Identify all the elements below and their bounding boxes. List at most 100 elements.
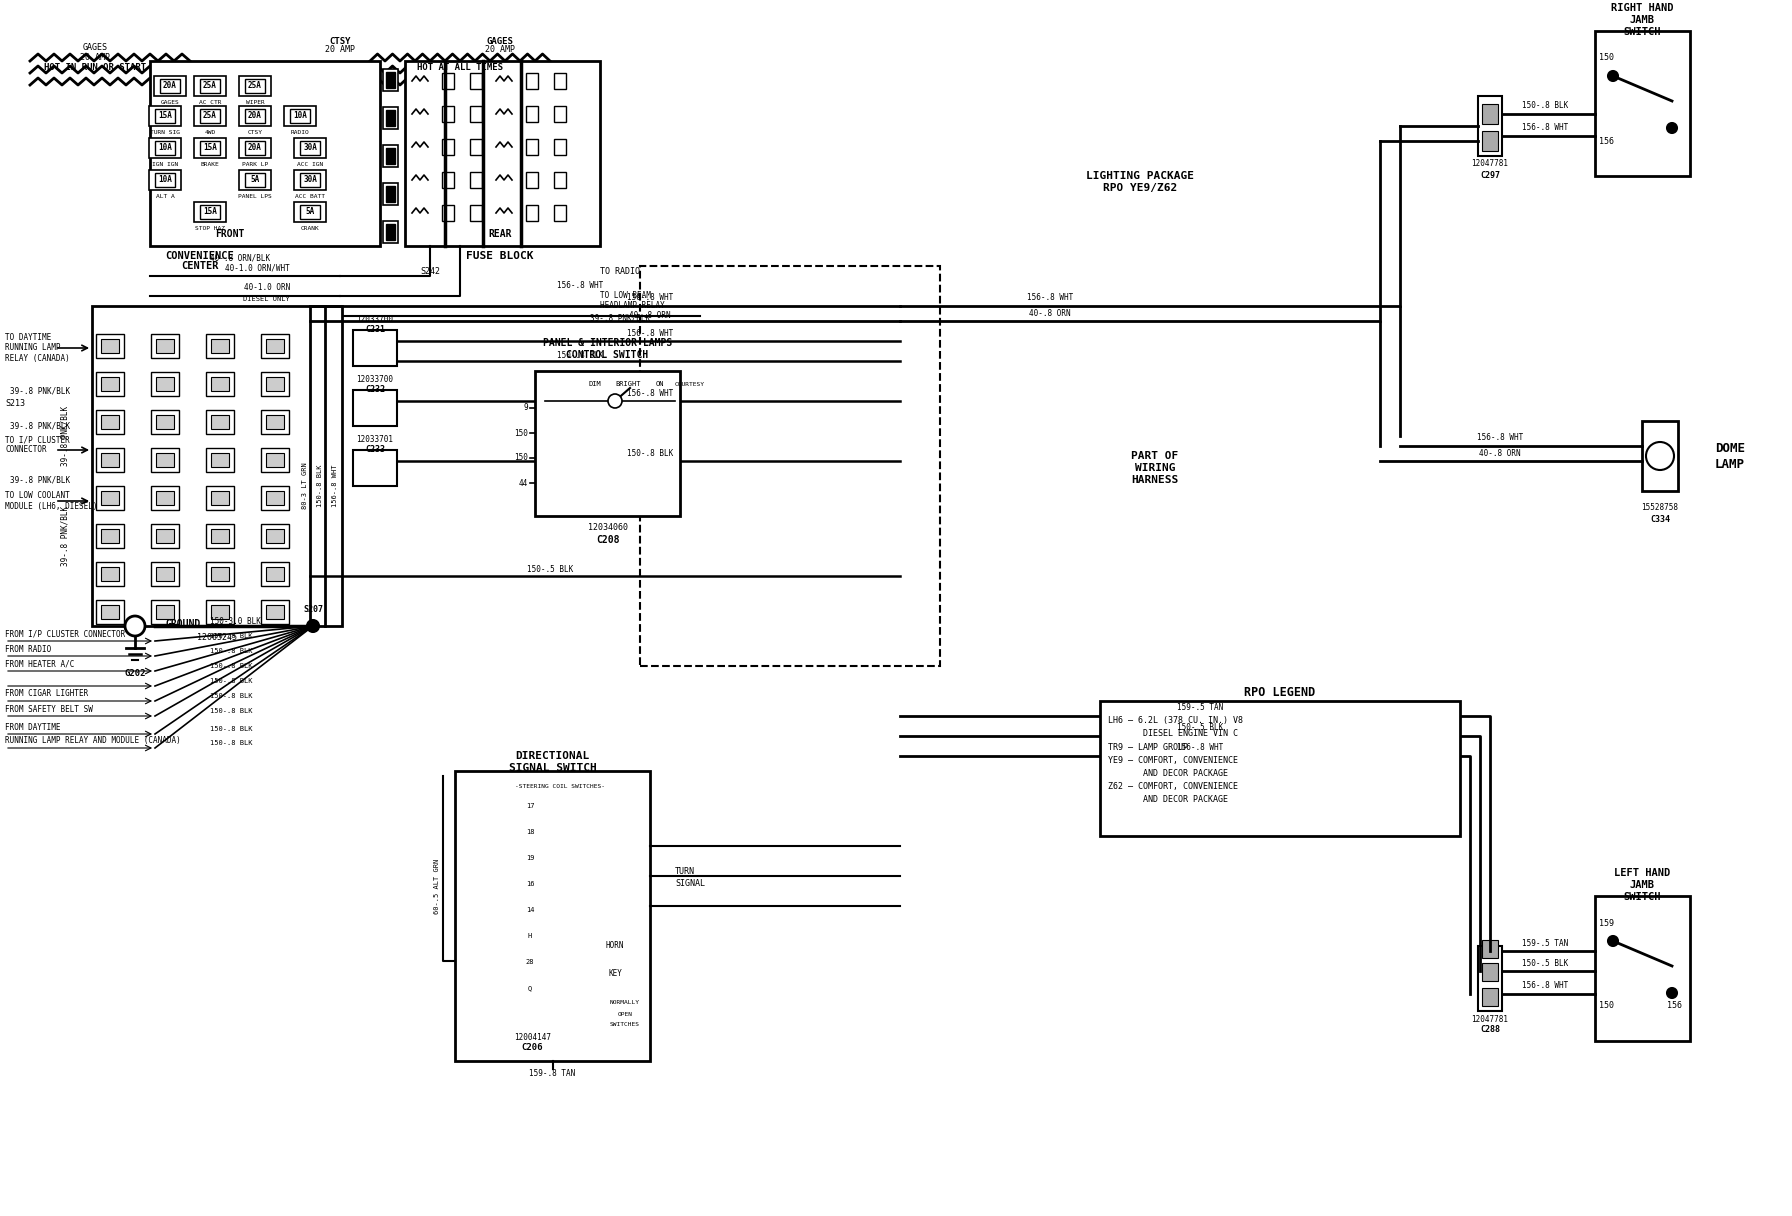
Text: 150-.5 BLK: 150-.5 BLK xyxy=(527,564,573,574)
Bar xyxy=(554,206,566,221)
Bar xyxy=(1482,987,1498,1006)
Bar xyxy=(211,415,229,429)
Bar xyxy=(246,173,265,187)
Text: 28: 28 xyxy=(525,959,534,966)
Bar xyxy=(443,73,453,89)
Bar xyxy=(206,486,235,510)
Bar xyxy=(206,599,235,624)
Bar xyxy=(151,486,179,510)
Bar xyxy=(211,339,229,353)
Text: 44: 44 xyxy=(518,479,529,488)
Text: 39-.8 PNK/BLK: 39-.8 PNK/BLK xyxy=(61,406,70,466)
Text: ON: ON xyxy=(656,381,665,387)
Text: 16: 16 xyxy=(525,882,534,886)
Bar xyxy=(383,145,398,167)
Text: 156-.8 WHT: 156-.8 WHT xyxy=(1177,743,1224,753)
Text: 20 AMP: 20 AMP xyxy=(486,45,514,55)
Bar xyxy=(405,61,600,246)
Text: OPEN: OPEN xyxy=(618,1012,633,1017)
Text: 40-.8 ORN/BLK: 40-.8 ORN/BLK xyxy=(210,253,271,263)
Text: 15A: 15A xyxy=(158,112,172,120)
Text: SIGNAL: SIGNAL xyxy=(676,878,704,888)
Bar xyxy=(206,334,235,358)
Text: JAMB: JAMB xyxy=(1629,15,1654,26)
Text: Z62 – COMFORT, CONVENIENCE: Z62 – COMFORT, CONVENIENCE xyxy=(1107,782,1238,790)
Bar xyxy=(265,415,283,429)
Bar xyxy=(1482,963,1498,981)
Bar xyxy=(294,137,326,158)
Bar xyxy=(97,599,124,624)
Bar xyxy=(385,148,394,164)
Text: HEADLAMP RELAY: HEADLAMP RELAY xyxy=(600,302,665,310)
Text: 159-.5 TAN: 159-.5 TAN xyxy=(1177,704,1224,713)
Circle shape xyxy=(1667,987,1677,998)
Bar xyxy=(1641,421,1677,491)
Text: RPO YE9/Z62: RPO YE9/Z62 xyxy=(1102,182,1177,193)
Bar xyxy=(554,171,566,188)
Text: 39-.8 PNK/BLK: 39-.8 PNK/BLK xyxy=(590,314,650,322)
Text: TURN: TURN xyxy=(676,867,695,876)
Bar xyxy=(383,107,398,129)
Text: FROM RADIO: FROM RADIO xyxy=(5,644,52,653)
Bar xyxy=(149,106,181,126)
Text: GAGES: GAGES xyxy=(161,101,179,106)
Bar xyxy=(206,410,235,434)
Text: FUSE BLOCK: FUSE BLOCK xyxy=(466,250,534,261)
Bar xyxy=(383,69,398,91)
Bar xyxy=(265,491,283,505)
Text: 156-.8 WHT: 156-.8 WHT xyxy=(1521,981,1568,991)
Text: 159-.5 TAN: 159-.5 TAN xyxy=(1521,939,1568,947)
Text: 150: 150 xyxy=(514,454,529,462)
Text: 12033700: 12033700 xyxy=(357,376,394,384)
Bar xyxy=(385,224,394,240)
Text: 12047781: 12047781 xyxy=(1471,1014,1509,1024)
Bar xyxy=(470,139,482,154)
Text: 10A: 10A xyxy=(158,143,172,152)
Bar xyxy=(527,73,538,89)
Bar xyxy=(1100,700,1460,837)
Circle shape xyxy=(1647,441,1674,471)
Bar xyxy=(151,61,380,246)
Text: C334: C334 xyxy=(1650,516,1670,524)
Text: DIESEL ONLY: DIESEL ONLY xyxy=(244,295,290,302)
Text: HOT AT ALL TIMES: HOT AT ALL TIMES xyxy=(418,63,504,73)
Text: 156-.8 WHT: 156-.8 WHT xyxy=(557,281,604,291)
Text: YE9 – COMFORT, CONVENIENCE: YE9 – COMFORT, CONVENIENCE xyxy=(1107,755,1238,765)
Text: 12033700: 12033700 xyxy=(357,315,394,325)
Text: 156-.8 WHT: 156-.8 WHT xyxy=(1027,293,1073,303)
Text: 150: 150 xyxy=(514,428,529,438)
Text: ACC BATT: ACC BATT xyxy=(296,195,324,199)
Bar xyxy=(1595,896,1690,1041)
Text: WIPER: WIPER xyxy=(246,101,265,106)
Text: 12034060: 12034060 xyxy=(588,524,627,533)
Bar xyxy=(262,447,289,472)
Bar xyxy=(443,139,453,154)
Text: TR9 – LAMP GROUP: TR9 – LAMP GROUP xyxy=(1107,743,1188,751)
Bar xyxy=(383,221,398,243)
Bar xyxy=(211,377,229,392)
Text: 150-.8 BLK: 150-.8 BLK xyxy=(317,465,323,507)
Bar xyxy=(206,447,235,472)
Text: 156: 156 xyxy=(1600,136,1615,146)
Text: SWITCHES: SWITCHES xyxy=(609,1023,640,1028)
Bar xyxy=(262,410,289,434)
Bar xyxy=(97,562,124,586)
Text: 17: 17 xyxy=(525,803,534,809)
Bar xyxy=(246,141,265,154)
Text: 20 AMP: 20 AMP xyxy=(81,52,109,62)
Bar xyxy=(211,567,229,581)
Circle shape xyxy=(607,394,622,409)
Bar xyxy=(385,72,394,88)
Text: 159-.8 TAN: 159-.8 TAN xyxy=(529,1069,575,1077)
Bar xyxy=(211,606,229,619)
Text: CONTROL SWITCH: CONTROL SWITCH xyxy=(566,350,649,360)
Text: SWITCH: SWITCH xyxy=(1624,27,1661,36)
Text: IGN IGN: IGN IGN xyxy=(152,163,177,168)
Bar xyxy=(443,206,453,221)
Text: TO DAYTIME: TO DAYTIME xyxy=(5,333,52,343)
Bar xyxy=(100,454,118,467)
Bar xyxy=(206,562,235,586)
Bar xyxy=(1595,30,1690,176)
Text: 10A: 10A xyxy=(294,112,306,120)
Text: PARK LP: PARK LP xyxy=(242,163,269,168)
